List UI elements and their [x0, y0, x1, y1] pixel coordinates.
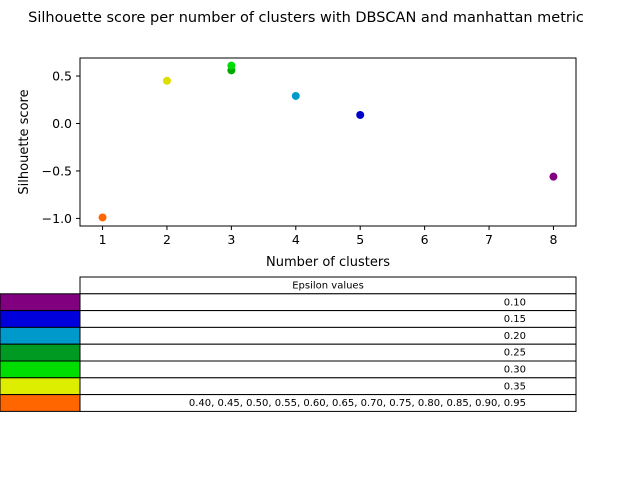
table-value-cell [79, 343, 577, 362]
data-point [291, 91, 300, 100]
x-tick-label: 3 [227, 232, 235, 247]
data-point [162, 76, 171, 85]
table-color-swatch [0, 326, 81, 345]
x-tick-label: 2 [163, 232, 171, 247]
table-value-label: 0.30 [504, 365, 526, 376]
epsilon-table: Epsilon values 0.10 0.15 0.20 0.25 0.30 0.35 0.… [0, 276, 577, 412]
table-value-label: 0.25 [504, 348, 526, 359]
table-color-swatch [0, 293, 81, 312]
table-value-cell [79, 310, 577, 328]
data-points [98, 61, 558, 222]
table-color-swatch [0, 360, 81, 379]
table-value-label: 0.40, 0.45, 0.50, 0.55, 0.60, 0.65, 0.70… [189, 398, 526, 409]
y-tick-label: −1.0 [42, 211, 72, 226]
table-value-label: 0.10 [504, 297, 526, 308]
y-axis: 0.5 0.0 −0.5 −1.0 [42, 69, 80, 226]
table-color-swatch [0, 377, 81, 396]
table-value-label: 0.15 [504, 314, 526, 325]
table-value-cell [79, 377, 577, 396]
x-tick-label: 4 [292, 232, 300, 247]
x-tick-label: 6 [421, 232, 429, 247]
table-header-label: Epsilon values [292, 281, 364, 292]
x-tick-label: 7 [485, 232, 493, 247]
data-point [98, 213, 107, 222]
chart-title: Silhouette score per number of clusters … [28, 10, 584, 26]
table-value-cell [79, 326, 577, 345]
data-point [549, 172, 558, 181]
y-axis-label: Silhouette score [17, 89, 32, 194]
table-value-cell [79, 360, 577, 379]
x-tick-label: 1 [99, 232, 107, 247]
y-tick-label: 0.0 [52, 116, 72, 131]
y-tick-label: −0.5 [42, 163, 72, 178]
data-point [227, 61, 236, 70]
table-color-swatch [0, 394, 81, 412]
table-value-label: 0.20 [504, 331, 526, 342]
x-axis-label: Number of clusters [266, 255, 390, 270]
table-value-cell [79, 293, 577, 312]
table-value-cell [79, 394, 577, 412]
y-tick-label: 0.5 [52, 69, 72, 84]
table-color-swatch [0, 343, 81, 362]
data-point [356, 110, 365, 119]
table-color-swatch [0, 310, 81, 328]
x-axis: 1 2 3 4 5 6 7 8 [99, 226, 557, 247]
table-value-label: 0.35 [504, 381, 526, 392]
x-tick-label: 5 [356, 232, 364, 247]
x-tick-label: 8 [549, 232, 557, 247]
plot-area [79, 57, 577, 227]
